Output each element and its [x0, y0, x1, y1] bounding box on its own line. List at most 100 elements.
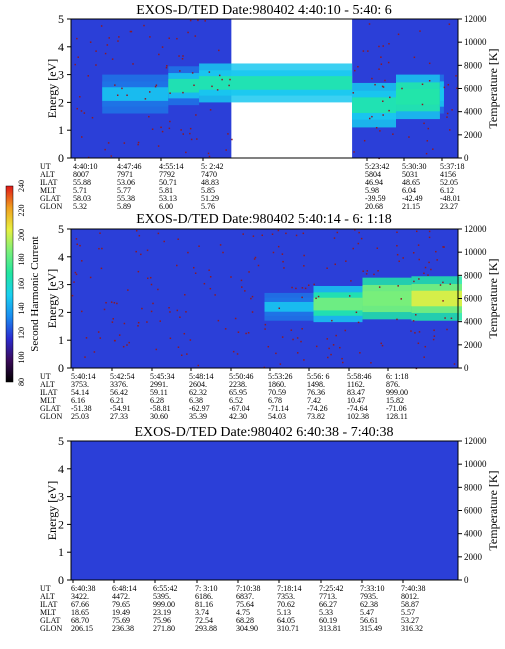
- noise-speckle: [413, 56, 416, 59]
- table-cell: 50.71: [159, 178, 177, 187]
- noise-speckle: [241, 286, 243, 288]
- noise-speckle: [177, 346, 180, 348]
- table-row-label: ALT: [40, 380, 55, 389]
- colorbar-label: Second Harmonic Current: [29, 236, 41, 351]
- noise-speckle: [207, 152, 210, 155]
- table-cell: 5.77: [117, 186, 131, 195]
- noise-speckle: [381, 85, 384, 88]
- table-cell: 7:33:10: [360, 584, 384, 593]
- noise-speckle: [75, 238, 78, 240]
- noise-speckle: [208, 155, 211, 158]
- y-tick-label: 5: [58, 222, 64, 236]
- noise-speckle: [103, 308, 106, 311]
- noise-speckle: [157, 145, 160, 147]
- noise-speckle: [368, 23, 371, 25]
- noise-speckle: [376, 247, 379, 249]
- noise-speckle: [426, 140, 429, 142]
- noise-speckle: [218, 49, 220, 52]
- noise-speckle: [292, 338, 294, 341]
- noise-speckle: [449, 129, 451, 131]
- colorbar-tick-label: 100: [17, 352, 26, 364]
- table-cell: 75.64: [236, 600, 254, 609]
- table-cell: 15.82: [386, 396, 404, 405]
- noise-speckle: [283, 267, 285, 269]
- noise-speckle: [180, 354, 183, 357]
- table-cell: 206.15: [71, 624, 93, 633]
- table-cell: 83.47: [347, 388, 365, 397]
- noise-speckle: [116, 302, 118, 305]
- noise-speckle: [366, 270, 369, 272]
- table-cell: 5.13: [277, 608, 291, 617]
- noise-speckle: [148, 115, 150, 118]
- noise-speckle: [357, 242, 360, 245]
- noise-speckle: [447, 83, 450, 86]
- noise-speckle: [218, 74, 221, 77]
- noise-speckle: [227, 133, 229, 135]
- noise-speckle: [313, 283, 315, 286]
- noise-speckle: [272, 251, 275, 254]
- y-tick-label: 4: [58, 250, 64, 264]
- table-cell: 18.65: [71, 608, 89, 617]
- noise-speckle: [84, 356, 86, 358]
- noise-speckle: [257, 264, 260, 267]
- table-row-label: GLON: [40, 202, 62, 211]
- noise-speckle: [101, 247, 103, 250]
- noise-speckle: [354, 229, 356, 231]
- noise-speckle: [446, 112, 449, 115]
- table-cell: -42.49: [402, 194, 423, 203]
- noise-speckle: [291, 286, 293, 289]
- noise-speckle: [442, 246, 444, 248]
- noise-speckle: [302, 232, 305, 235]
- noise-speckle: [400, 298, 403, 300]
- table-cell: 4:47:46: [117, 162, 141, 171]
- noise-speckle: [77, 56, 79, 58]
- noise-speckle: [423, 272, 425, 275]
- table-cell: 4:55:14: [159, 162, 183, 171]
- table-cell: 46.94: [365, 178, 383, 187]
- noise-speckle: [281, 253, 284, 255]
- noise-speckle: [195, 114, 197, 116]
- noise-speckle: [229, 78, 231, 81]
- noise-speckle: [357, 321, 360, 324]
- noise-speckle: [424, 266, 427, 269]
- noise-speckle: [301, 296, 303, 299]
- table-cell: -71.14: [268, 404, 289, 413]
- noise-speckle: [371, 115, 373, 118]
- table-row-label: ILAT: [40, 178, 57, 187]
- noise-speckle: [427, 127, 430, 130]
- table-cell: 6:48:14: [112, 584, 136, 593]
- noise-speckle: [444, 317, 446, 319]
- noise-speckle: [146, 321, 148, 323]
- table-cell: 54.03: [268, 412, 286, 421]
- table-cell: 19.49: [112, 608, 130, 617]
- noise-speckle: [296, 337, 299, 339]
- noise-speckle: [392, 133, 394, 135]
- noise-speckle: [81, 260, 83, 262]
- noise-speckle: [196, 138, 198, 140]
- noise-speckle: [187, 31, 189, 34]
- noise-speckle: [362, 50, 365, 52]
- noise-speckle: [384, 79, 386, 82]
- table-cell: 6: 1:18: [386, 372, 408, 381]
- noise-speckle: [159, 320, 162, 322]
- noise-speckle: [295, 287, 297, 290]
- panel-title: EXOS-D/TED Date:980402 5:40:14 - 6: 1:18: [136, 212, 391, 227]
- noise-speckle: [197, 364, 200, 367]
- table-cell: 8007: [73, 170, 89, 179]
- noise-speckle: [140, 253, 142, 256]
- y-axis-label: Energy [eV]: [45, 269, 59, 328]
- noise-speckle: [350, 280, 352, 282]
- y2-tick-label: 4000: [464, 317, 483, 327]
- noise-speckle: [396, 231, 398, 234]
- table-cell: 53.06: [117, 178, 135, 187]
- noise-speckle: [342, 361, 344, 364]
- table-cell: -51.38: [71, 404, 92, 413]
- noise-speckle: [251, 295, 254, 298]
- noise-speckle: [74, 271, 77, 274]
- noise-speckle: [330, 353, 332, 356]
- noise-speckle: [397, 285, 399, 287]
- noise-speckle: [76, 243, 78, 246]
- noise-speckle: [128, 341, 130, 344]
- y2-tick-label: 10000: [464, 459, 487, 469]
- noise-speckle: [189, 132, 191, 135]
